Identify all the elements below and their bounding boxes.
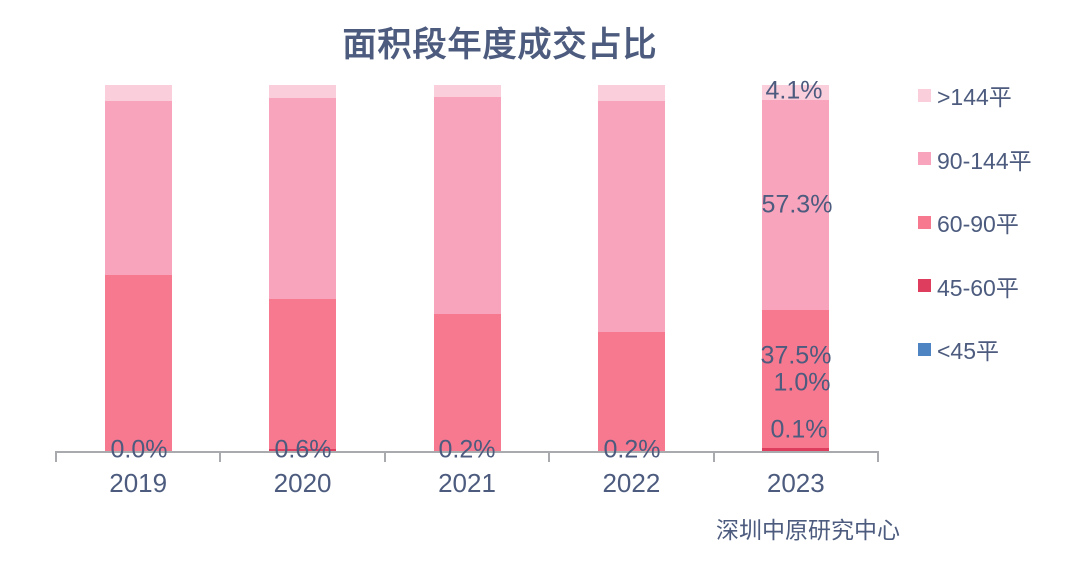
legend-label: 90-144平 <box>937 147 1032 174</box>
legend-swatch-45-60平-icon <box>918 279 931 292</box>
bar-segment-2019-60-90平 <box>104 275 172 452</box>
legend-label: <45平 <box>937 338 1000 364</box>
bar-segment-2023-60-90平 <box>762 310 830 448</box>
value-label-37.5%: 37.5% <box>760 341 832 370</box>
legend-item-60-90平: 60-90平 <box>918 209 1019 237</box>
legend-swatch-<45平-icon <box>918 342 931 356</box>
value-label-0.2%: 0.2% <box>603 435 661 464</box>
value-label-57.3%: 57.3% <box>761 190 833 219</box>
bar-segment-2020-45-60平 <box>269 449 337 452</box>
bar-segment-2022-90-144平 <box>597 101 665 332</box>
bar-segment-2019->144平 <box>104 85 172 102</box>
bar-segment-2021->144平 <box>433 85 501 98</box>
legend-swatch-60-90平-icon <box>918 215 931 229</box>
legend-label: 45-60平 <box>937 274 1019 301</box>
bar-segment-2019-90-144平 <box>104 101 172 276</box>
value-label-4.1%: 4.1% <box>765 76 823 105</box>
legend-item->144平: >144平 <box>918 82 1012 110</box>
legend-swatch->144平-icon <box>918 88 931 102</box>
legend-label: 60-90平 <box>937 211 1019 237</box>
bar-segment-2021-90-144平 <box>433 97 501 314</box>
value-label-0.6%: 0.6% <box>274 435 332 464</box>
bar-segment-2022->144平 <box>597 85 665 102</box>
value-label-0.1%: 0.1% <box>770 415 828 444</box>
x-axis-tick <box>219 452 222 462</box>
legend-item-45-60平: 45-60平 <box>918 273 1019 301</box>
x-axis-tick <box>383 452 386 462</box>
bar-segment-2023-90-144平 <box>762 100 830 311</box>
legend-swatch-90-144平-icon <box>918 152 931 165</box>
bar-segment-2020->144平 <box>269 85 337 98</box>
chart-title: 面积段年度成交占比 <box>342 26 658 64</box>
bar-segment-2021-60-90平 <box>433 314 501 451</box>
x-axis-tick <box>712 452 715 462</box>
source-label: 深圳中原研究中心 <box>716 517 900 543</box>
x-axis-label-2022: 2022 <box>602 468 661 498</box>
x-axis-tick <box>548 452 551 462</box>
x-axis-label-2023: 2023 <box>766 468 825 498</box>
legend-label: >144平 <box>937 84 1012 110</box>
bar-segment-2020-90-144平 <box>269 97 337 299</box>
value-label-0.0%: 0.0% <box>110 435 168 464</box>
bar-segment-2023-45-60平 <box>762 447 830 452</box>
bar-segment-2022-60-90平 <box>597 331 665 451</box>
legend-item-90-144平: 90-144平 <box>918 146 1032 174</box>
legend-item-<45平: <45平 <box>918 336 999 364</box>
bar-segment-2020-60-90平 <box>269 298 337 450</box>
value-label-0.2%: 0.2% <box>438 435 496 464</box>
bar-segment-2023->144平 <box>762 85 830 101</box>
x-axis-label-2019: 2019 <box>109 468 168 498</box>
x-axis-tick <box>877 452 879 462</box>
x-axis-label-2020: 2020 <box>273 468 332 498</box>
value-label-1.0%: 1.0% <box>773 368 831 397</box>
x-axis-line <box>55 451 879 453</box>
x-axis-tick <box>55 452 57 462</box>
x-axis-label-2021: 2021 <box>438 468 496 498</box>
